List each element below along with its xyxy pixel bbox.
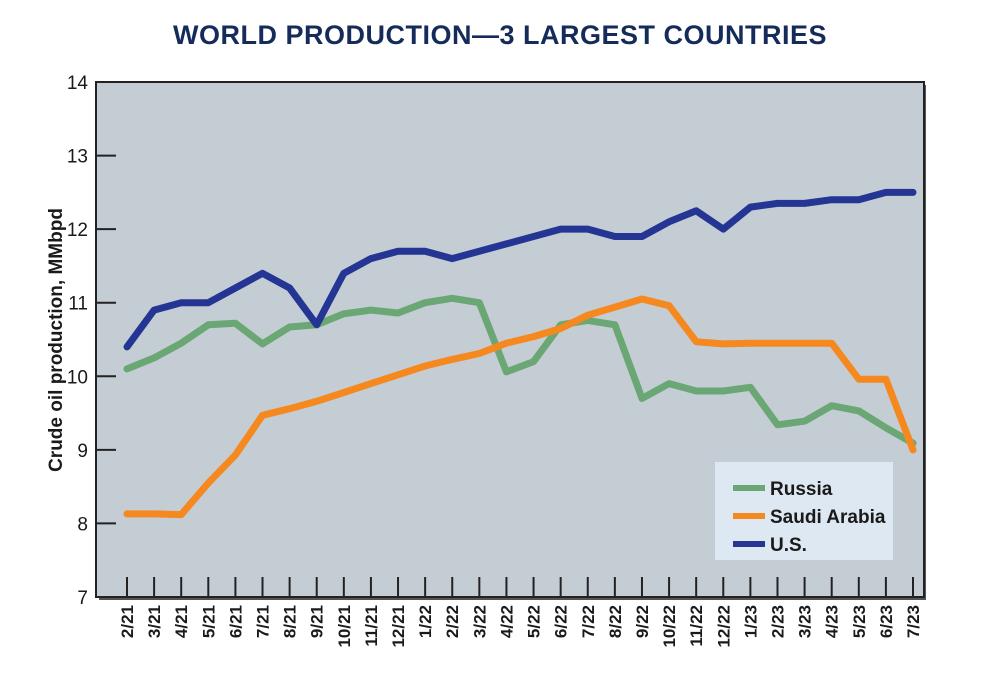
- x-tick-label: 2/21: [118, 605, 137, 638]
- y-tick-label: 11: [68, 294, 88, 315]
- y-tick-label: 12: [67, 220, 88, 241]
- x-tick-label: 1/22: [416, 605, 435, 638]
- x-tick-label: 4/23: [823, 605, 842, 638]
- x-tick-label: 12/21: [389, 605, 408, 648]
- x-tick-label: 6/21: [226, 605, 245, 638]
- x-tick-label: 4/21: [172, 605, 191, 638]
- x-tick-label: 3/21: [145, 605, 164, 638]
- legend-label: Russia: [770, 479, 833, 500]
- x-tick-label: 8/22: [606, 605, 625, 638]
- x-tick-label: 8/21: [281, 605, 300, 638]
- legend-label: Saudi Arabia: [770, 507, 886, 528]
- x-tick-label: 6/22: [552, 605, 571, 638]
- x-tick-label: 5/22: [525, 605, 544, 638]
- x-tick-label: 3/22: [470, 605, 489, 638]
- series-line-saudi-arabia: [123, 295, 917, 519]
- series-line-russia: [123, 294, 917, 447]
- x-tick-label: 7/22: [579, 605, 598, 638]
- x-tick-label: 7/21: [254, 605, 273, 638]
- x-tick-label: 12/22: [714, 605, 733, 648]
- series-lines: [123, 188, 917, 519]
- x-axis: 2/21 3/21 4/21 5/21 6/21 7/21 8/21 9/21 10/21 11/…: [118, 577, 923, 648]
- x-tick-label: 10/21: [335, 605, 354, 648]
- x-tick-label: 9/21: [308, 605, 327, 638]
- x-tick-label: 5/21: [199, 605, 218, 638]
- x-tick-label: 4/22: [497, 605, 516, 638]
- y-axis-title: Crude oil production, MMbpd: [46, 208, 67, 472]
- x-tick-label: 6/23: [877, 605, 896, 638]
- legend: Russia Saudi Arabia U.S.: [715, 462, 893, 560]
- x-tick-label: 11/21: [362, 605, 381, 647]
- series-line-u-s: [123, 188, 917, 351]
- x-tick-label: 1/23: [741, 605, 760, 638]
- x-tick-label: 7/23: [904, 605, 923, 638]
- x-tick-label: 3/23: [796, 605, 815, 638]
- y-tick-label: 8: [77, 514, 88, 535]
- y-axis: 7 8 9 10 11 12 13 14: [67, 73, 116, 609]
- y-tick-label: 7: [77, 588, 88, 609]
- y-tick-label: 14: [67, 73, 89, 94]
- x-tick-label: 2/23: [768, 605, 787, 638]
- y-tick-label: 10: [67, 367, 88, 388]
- x-tick-label: 9/22: [633, 605, 652, 638]
- x-tick-label: 5/23: [850, 605, 869, 638]
- x-tick-label: 2/22: [443, 605, 462, 638]
- y-tick-label: 13: [67, 147, 88, 168]
- x-tick-label: 11/22: [687, 605, 706, 647]
- legend-label: U.S.: [770, 535, 807, 556]
- chart-title: WORLD PRODUCTION—3 LARGEST COUNTRIES: [172, 20, 827, 50]
- x-tick-label: 10/22: [660, 605, 679, 648]
- y-tick-label: 9: [77, 441, 88, 462]
